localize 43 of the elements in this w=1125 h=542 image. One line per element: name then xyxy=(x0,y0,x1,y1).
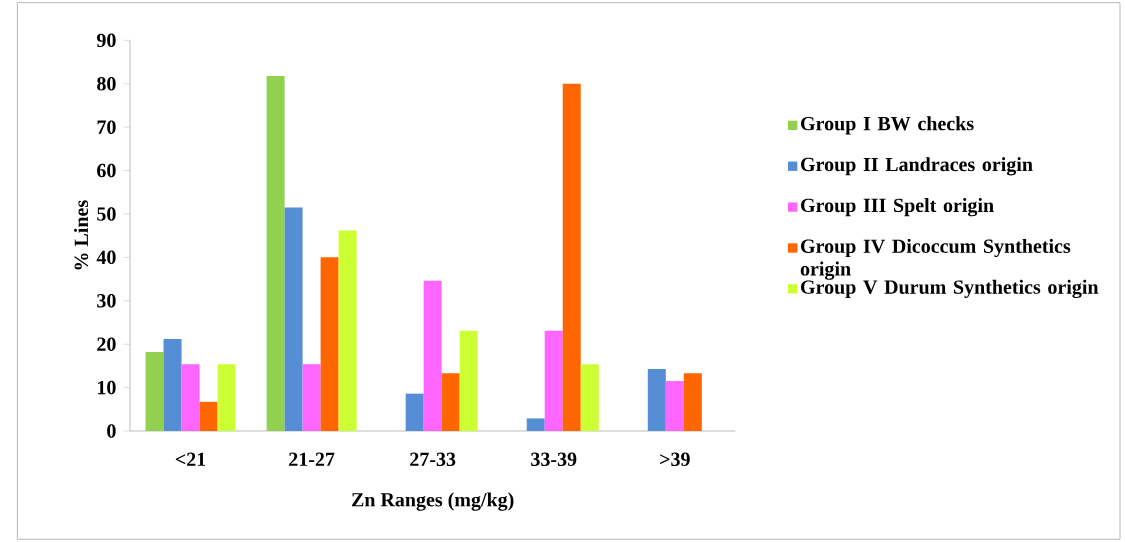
bar xyxy=(526,418,545,431)
legend-label: Group V Durum Synthetics origin xyxy=(801,279,1099,299)
bar xyxy=(338,230,357,431)
bar xyxy=(181,364,200,431)
y-tick-label: 20 xyxy=(97,337,116,351)
bar xyxy=(199,401,218,431)
bar xyxy=(562,83,581,431)
bar xyxy=(683,373,702,431)
legend-label: Group II Landraces origin xyxy=(801,157,1033,176)
bar xyxy=(284,207,303,431)
y-tick-label: 10 xyxy=(98,380,116,395)
bar xyxy=(665,381,684,431)
bar xyxy=(302,364,321,431)
bar xyxy=(217,364,236,431)
y-tick-label: 70 xyxy=(97,120,116,134)
legend-label: Group III Spelt origin xyxy=(801,198,994,217)
bar xyxy=(459,330,478,431)
bar xyxy=(647,368,666,431)
y-tick-label: 90 xyxy=(96,33,116,48)
x-tick-label: 33-39 xyxy=(531,452,577,467)
x-tick-label: >39 xyxy=(660,452,690,467)
y-tick-label: 50 xyxy=(97,207,116,221)
x-tick-label: <21 xyxy=(175,452,206,466)
bar xyxy=(320,257,339,431)
y-tick-label: 80 xyxy=(97,77,116,91)
bar xyxy=(145,351,164,431)
bar xyxy=(405,393,424,431)
bar xyxy=(544,330,563,431)
legend-label: Group I BW checks xyxy=(801,116,974,135)
bar xyxy=(580,364,599,431)
y-tick-label: 0 xyxy=(107,424,116,438)
x-tick-label: 21-27 xyxy=(289,452,335,466)
bar xyxy=(266,75,285,431)
bar xyxy=(423,280,442,431)
x-axis-title: Zn Ranges (mg/kg) xyxy=(351,492,514,511)
y-tick-label: 30 xyxy=(97,294,116,308)
y-axis-title: % Lines xyxy=(74,200,89,270)
y-tick-label: 60 xyxy=(97,163,116,178)
y-tick-label: 40 xyxy=(96,250,116,265)
bar xyxy=(163,338,182,431)
x-tick-label: 27-33 xyxy=(410,452,456,467)
legend-label: Group IV Dicoccum Synthetics origin xyxy=(800,238,1071,280)
bar xyxy=(441,373,460,431)
